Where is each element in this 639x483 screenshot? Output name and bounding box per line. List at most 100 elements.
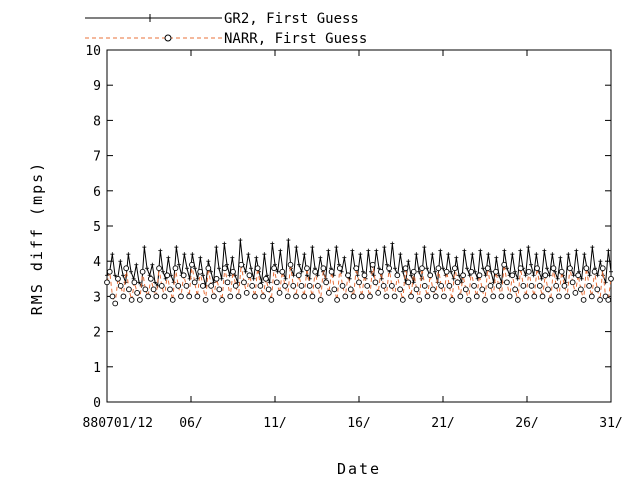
data-point [574, 248, 579, 253]
data-point [460, 272, 466, 279]
data-point [270, 241, 275, 246]
data-point [265, 286, 272, 293]
data-point [158, 248, 163, 253]
data-point [419, 265, 425, 272]
data-point [470, 252, 475, 257]
data-point [194, 293, 201, 300]
data-point [208, 282, 214, 289]
data-point [479, 286, 486, 293]
data-point [542, 248, 547, 253]
data-point [525, 268, 532, 275]
data-point [183, 282, 190, 289]
data-point [263, 275, 269, 282]
data-point [493, 268, 499, 275]
data-point [142, 245, 147, 250]
data-point [131, 279, 138, 286]
data-point [350, 293, 357, 300]
data-point [495, 282, 502, 289]
data-point [287, 261, 294, 268]
data-point [509, 272, 516, 279]
data-point [172, 265, 179, 272]
legend-label-gr2: GR2, First Guess [224, 11, 359, 27]
data-point [213, 275, 220, 282]
data-point [301, 293, 308, 300]
data-point [542, 272, 549, 279]
data-point [241, 279, 247, 286]
data-point [399, 297, 406, 303]
data-point [106, 268, 113, 275]
data-point [246, 272, 253, 279]
data-point [462, 248, 467, 253]
y-tick-label: 8 [93, 114, 101, 129]
data-point [298, 282, 305, 289]
data-point [336, 265, 343, 272]
data-point [550, 265, 557, 272]
data-point [216, 286, 223, 293]
x-tick-label: 21/ [431, 416, 454, 431]
data-point [518, 248, 523, 253]
data-point [539, 293, 546, 300]
data-point [113, 273, 117, 278]
data-point [425, 266, 429, 271]
data-point [180, 272, 187, 279]
data-point [569, 279, 576, 286]
legend-label-narr: NARR, First Guess [224, 31, 367, 47]
data-point [547, 297, 554, 303]
data-point [249, 266, 253, 271]
data-point [383, 293, 390, 300]
data-point [561, 282, 568, 289]
data-point [528, 282, 535, 289]
data-point [219, 276, 224, 281]
data-point [222, 241, 227, 246]
data-point [358, 252, 363, 257]
y-tick-label: 9 [93, 79, 101, 94]
data-point [121, 273, 125, 278]
series-line [106, 240, 612, 288]
data-point [547, 273, 552, 278]
data-point [571, 273, 576, 278]
data-point [262, 252, 267, 257]
data-point [393, 266, 397, 271]
data-point [109, 293, 116, 300]
data-point [487, 282, 494, 289]
data-point [206, 259, 211, 264]
data-point [374, 248, 379, 253]
data-point [175, 282, 182, 289]
data-point [517, 265, 524, 272]
data-point [197, 268, 203, 275]
data-point [268, 297, 275, 303]
data-point [326, 290, 332, 296]
data-point [586, 282, 592, 289]
data-point [422, 245, 427, 250]
data-point [318, 255, 323, 260]
data-point [205, 265, 212, 272]
x-axis-title: Date [337, 460, 381, 478]
data-point [356, 279, 362, 286]
data-point [502, 248, 507, 253]
data-point [390, 241, 395, 246]
data-point [567, 265, 573, 272]
data-point [286, 238, 291, 243]
data-point [153, 293, 160, 300]
x-tick-label: 880701/12 [83, 416, 153, 431]
data-point [417, 269, 421, 274]
data-point [413, 286, 420, 293]
data-point [110, 252, 115, 257]
data-point [202, 297, 209, 303]
data-point [210, 293, 217, 300]
data-point [334, 297, 340, 303]
data-point [153, 280, 157, 285]
data-point [558, 268, 565, 275]
data-point [473, 293, 480, 300]
data-point [435, 265, 442, 272]
data-point [339, 269, 344, 274]
y-tick-label: 0 [93, 396, 101, 411]
data-point [328, 268, 335, 275]
data-point [347, 286, 354, 293]
data-point [201, 273, 205, 278]
data-point [523, 273, 528, 278]
data-point [209, 269, 213, 274]
data-point [594, 286, 601, 293]
y-tick-label: 4 [93, 255, 101, 270]
data-point [580, 297, 587, 303]
